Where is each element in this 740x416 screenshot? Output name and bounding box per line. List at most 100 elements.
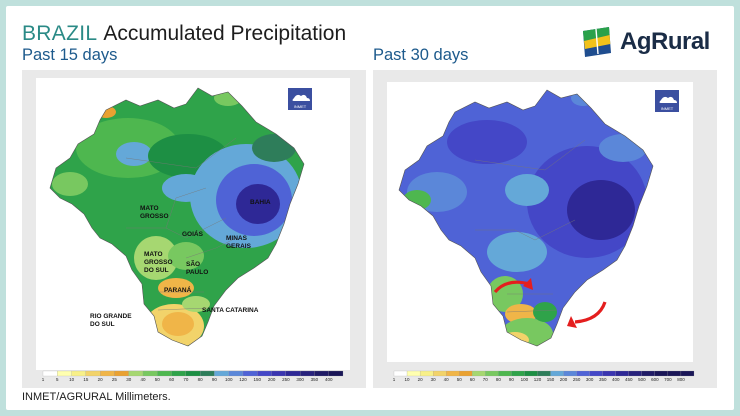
right-scale-swatch bbox=[485, 370, 499, 377]
left-scale-swatch bbox=[128, 370, 144, 377]
left-scale-swatch bbox=[42, 370, 58, 377]
right-scale-tick: 100 bbox=[521, 377, 529, 382]
right-scale-swatch bbox=[680, 370, 695, 377]
left-scale-tick: 1 bbox=[42, 377, 45, 382]
left-scale-tick: 200 bbox=[268, 377, 276, 382]
left-scale-swatch bbox=[100, 370, 115, 377]
title-country: BRAZIL bbox=[22, 22, 98, 45]
right-scale-tick: 200 bbox=[560, 377, 568, 382]
left-scale-swatch bbox=[285, 370, 301, 377]
right-scale-tick: 60 bbox=[470, 377, 476, 382]
right-scale-swatch bbox=[472, 370, 486, 377]
left-arrow-head-icon bbox=[523, 278, 533, 290]
right-scale-swatch bbox=[667, 370, 682, 377]
inmet-badge-right-label: INMET bbox=[661, 106, 674, 111]
right-map-panel: INMET 1 10 20 30 40 50 60 70 80 90 100 120 150 200 250… bbox=[373, 70, 717, 388]
left-state-borders bbox=[125, 137, 237, 311]
logo-text: AgRural bbox=[620, 28, 710, 55]
right-brazil-outline bbox=[398, 89, 654, 347]
left-precip-map: INMET BAHIA MATO GROSSO GOIÁS MINAS GERAIS… bbox=[49, 87, 312, 347]
left-scale-swatch bbox=[271, 370, 286, 377]
right-scale-tick: 450 bbox=[625, 377, 633, 382]
left-map-panel: INMET BAHIA MATO GROSSO GOIÁS MINAS GERAIS… bbox=[22, 70, 366, 388]
left-scale-swatch bbox=[257, 370, 272, 377]
weather-cloud-icon bbox=[292, 94, 310, 101]
right-scale-tick: 30 bbox=[431, 377, 437, 382]
right-scale-swatch bbox=[654, 370, 669, 377]
right-scale-tick: 250 bbox=[573, 377, 581, 382]
left-scale-swatch bbox=[214, 370, 229, 377]
right-scale-tick: 800 bbox=[677, 377, 685, 382]
label-mato-grosso: MATO GROSSO bbox=[140, 205, 169, 220]
left-scale-tick: 80 bbox=[198, 377, 204, 382]
left-scale-tick: 350 bbox=[311, 377, 319, 382]
right-scale-swatch bbox=[589, 370, 603, 377]
right-scale-tick: 150 bbox=[547, 377, 555, 382]
label-santa-catarina: SANTA CATARINA bbox=[202, 307, 259, 314]
right-scale-tick: 50 bbox=[457, 377, 463, 382]
right-scale-tick: 1 bbox=[393, 377, 396, 382]
right-precip-map: INMET bbox=[398, 89, 679, 347]
left-scale-swatch bbox=[328, 370, 344, 377]
left-scale-swatch bbox=[300, 370, 315, 377]
right-scale-swatch bbox=[393, 370, 408, 377]
left-scale-tick: 90 bbox=[212, 377, 218, 382]
inmet-badge-label: INMET bbox=[294, 104, 307, 109]
title-text: Accumulated Precipitation bbox=[103, 22, 347, 45]
agrural-logo: AgRural bbox=[580, 22, 720, 62]
left-subtitle: Past 15 days bbox=[22, 46, 118, 64]
left-scale-swatch bbox=[171, 370, 186, 377]
right-arrow-to-rs bbox=[574, 301, 607, 324]
right-scale-tick: 350 bbox=[599, 377, 607, 382]
left-brazil-outline bbox=[49, 87, 305, 347]
label-sao-paulo: SÃO PAULO bbox=[186, 259, 208, 276]
left-scale-tick: 25 bbox=[112, 377, 118, 382]
right-scale-tick: 700 bbox=[664, 377, 672, 382]
left-scale-tick: 50 bbox=[155, 377, 161, 382]
left-scale-tick: 40 bbox=[140, 377, 146, 382]
left-scale-swatch bbox=[228, 370, 244, 377]
left-scale-tick: 100 bbox=[225, 377, 233, 382]
right-scale-tick: 90 bbox=[509, 377, 515, 382]
label-rio-grande-do-sul: RIO GRANDE DO SUL bbox=[90, 313, 132, 328]
right-state-borders bbox=[474, 139, 586, 313]
label-mato-grosso-do-sul: MATO GROSSO DO SUL bbox=[144, 251, 173, 274]
left-scale-swatch bbox=[114, 370, 129, 377]
left-scale-swatch bbox=[185, 370, 201, 377]
label-goias: GOIÁS bbox=[182, 229, 204, 238]
right-scale-swatch bbox=[641, 370, 655, 377]
right-scale-tick: 20 bbox=[418, 377, 424, 382]
left-scale-tick: 70 bbox=[183, 377, 189, 382]
left-scale-tick: 400 bbox=[325, 377, 333, 382]
right-scale-swatch bbox=[406, 370, 421, 377]
right-scale-swatch bbox=[459, 370, 473, 377]
label-minas-gerais: MINAS GERAIS bbox=[226, 235, 252, 250]
left-scale-swatch bbox=[142, 370, 158, 377]
left-scale-tick: 120 bbox=[239, 377, 247, 382]
right-scale-tick: 600 bbox=[651, 377, 659, 382]
right-scale-swatch bbox=[524, 370, 538, 377]
right-scale-swatch bbox=[433, 370, 447, 377]
right-scale-tick: 500 bbox=[638, 377, 646, 382]
left-scale-tick: 60 bbox=[169, 377, 175, 382]
left-scale-swatch bbox=[200, 370, 215, 377]
right-scale-tick: 80 bbox=[496, 377, 502, 382]
right-scale-tick: 120 bbox=[534, 377, 542, 382]
right-scale-tick: 300 bbox=[586, 377, 594, 382]
right-scale-swatch bbox=[576, 370, 590, 377]
left-scale-swatch bbox=[314, 370, 329, 377]
inmet-badge: INMET bbox=[288, 88, 312, 110]
right-scale-swatch bbox=[498, 370, 512, 377]
inmet-badge-right: INMET bbox=[655, 90, 679, 112]
left-scale-tick: 30 bbox=[126, 377, 132, 382]
left-scale-swatch bbox=[157, 370, 172, 377]
left-scale-tick: 15 bbox=[83, 377, 89, 382]
left-scale-tick: 300 bbox=[296, 377, 304, 382]
right-arrow-head-icon bbox=[567, 316, 577, 328]
source-footer: INMET/AGRURAL Millimeters. bbox=[22, 391, 171, 403]
label-bahia: BAHIA bbox=[250, 199, 271, 206]
right-subtitle: Past 30 days bbox=[373, 46, 469, 64]
left-scale-tick: 10 bbox=[69, 377, 75, 382]
left-scale-tick: 20 bbox=[98, 377, 104, 382]
left-map-card: INMET BAHIA MATO GROSSO GOIÁS MINAS GERAIS… bbox=[36, 78, 350, 370]
